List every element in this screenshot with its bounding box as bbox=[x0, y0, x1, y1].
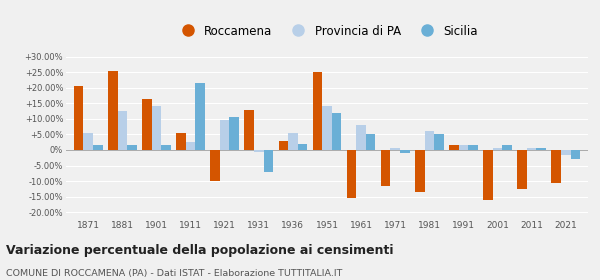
Bar bbox=[527, 148, 536, 150]
Bar bbox=[229, 117, 239, 150]
Bar bbox=[571, 150, 580, 159]
Bar bbox=[263, 150, 273, 172]
Bar bbox=[483, 150, 493, 200]
Bar bbox=[83, 133, 93, 150]
Bar bbox=[244, 109, 254, 150]
Bar bbox=[220, 120, 229, 150]
Bar bbox=[502, 145, 512, 150]
Bar bbox=[93, 145, 103, 150]
Bar bbox=[356, 125, 366, 150]
Bar bbox=[493, 148, 502, 150]
Bar bbox=[186, 142, 196, 150]
Bar bbox=[254, 150, 263, 151]
Bar bbox=[313, 72, 322, 150]
Bar bbox=[118, 111, 127, 150]
Bar bbox=[391, 148, 400, 150]
Bar bbox=[468, 145, 478, 150]
Bar bbox=[434, 134, 443, 150]
Bar bbox=[536, 148, 546, 150]
Bar bbox=[332, 113, 341, 150]
Legend: Roccamena, Provincia di PA, Sicilia: Roccamena, Provincia di PA, Sicilia bbox=[172, 21, 482, 41]
Bar bbox=[400, 150, 410, 153]
Bar bbox=[211, 150, 220, 181]
Bar bbox=[74, 86, 83, 150]
Bar bbox=[551, 150, 561, 183]
Bar bbox=[288, 133, 298, 150]
Bar bbox=[161, 145, 171, 150]
Bar bbox=[458, 145, 468, 150]
Bar bbox=[108, 71, 118, 150]
Bar bbox=[322, 106, 332, 150]
Bar bbox=[517, 150, 527, 189]
Text: Variazione percentuale della popolazione ai censimenti: Variazione percentuale della popolazione… bbox=[6, 244, 394, 256]
Bar bbox=[196, 83, 205, 150]
Bar bbox=[366, 134, 376, 150]
Bar bbox=[176, 133, 186, 150]
Bar bbox=[347, 150, 356, 198]
Bar bbox=[415, 150, 425, 192]
Bar bbox=[127, 145, 137, 150]
Bar bbox=[142, 99, 152, 150]
Bar bbox=[561, 150, 571, 155]
Bar bbox=[449, 145, 458, 150]
Bar bbox=[278, 141, 288, 150]
Bar bbox=[425, 131, 434, 150]
Bar bbox=[152, 106, 161, 150]
Bar bbox=[298, 144, 307, 150]
Text: COMUNE DI ROCCAMENA (PA) - Dati ISTAT - Elaborazione TUTTITALIA.IT: COMUNE DI ROCCAMENA (PA) - Dati ISTAT - … bbox=[6, 269, 343, 278]
Bar bbox=[381, 150, 391, 186]
